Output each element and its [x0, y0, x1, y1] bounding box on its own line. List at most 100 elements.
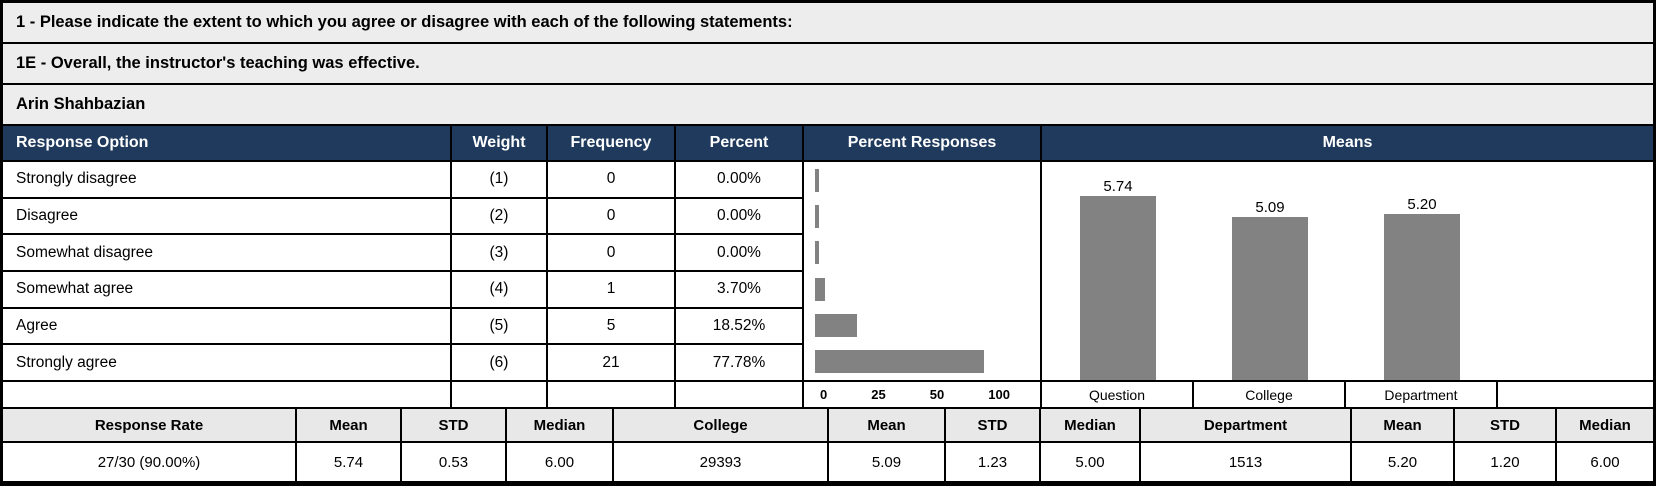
percent-cell: 0.00%: [676, 199, 802, 236]
percent-bar: [815, 350, 984, 374]
means-category-labels: Question College Department: [1042, 382, 1653, 407]
response-option-cell: Agree: [3, 309, 450, 346]
frequency-cell: 0: [548, 162, 674, 199]
column-percent: Percent 0.00% 0.00% 0.00% 3.70% 18.52% 77.78%: [676, 126, 804, 407]
summary-value-cell: 5.74: [297, 443, 402, 481]
means-category-label: Question: [1042, 382, 1194, 407]
percent-cell: 0.00%: [676, 235, 802, 272]
column-weight: Weight (1) (2) (3) (4) (5) (6): [452, 126, 548, 407]
summary-value-cell: 27/30 (90.00%): [3, 443, 297, 481]
summary-header-cell: Response Rate: [3, 407, 297, 443]
means-bar-slot: 5.20: [1346, 196, 1498, 380]
weight-cell: (4): [452, 272, 546, 309]
means-bar: [1080, 196, 1156, 380]
axis-spacer: [452, 382, 546, 407]
frequency-cell: 5: [548, 309, 674, 346]
percent-cell: 18.52%: [676, 309, 802, 346]
percent-bar-slot: [804, 271, 1040, 307]
summary-header-cell: STD: [1455, 407, 1557, 443]
weight-header: Weight: [452, 126, 546, 162]
weight-cell: (5): [452, 309, 546, 346]
summary-value-cell: 5.20: [1352, 443, 1455, 481]
axis-spacer: [3, 382, 450, 407]
percent-responses-header: Percent Responses: [804, 126, 1040, 162]
summary-value-cell: 6.00: [1590, 453, 1620, 471]
response-option-cell: Disagree: [3, 199, 450, 236]
axis-spacer: [676, 382, 802, 407]
frequency-header: Frequency: [548, 126, 674, 162]
percent-axis-tick: 0: [820, 387, 828, 402]
means-value-label: 5.20: [1407, 196, 1437, 213]
response-option-cell: Strongly disagree: [3, 162, 450, 199]
means-value-label: 5.74: [1103, 178, 1133, 195]
percent-cell: 3.70%: [676, 272, 802, 309]
instructor-name: Arin Shahbazian: [3, 85, 1653, 126]
question-title: 1E - Overall, the instructor's teaching …: [3, 44, 1653, 85]
means-bar: [1232, 217, 1308, 380]
percent-bar-slot: [804, 235, 1040, 271]
response-table: Response Option Strongly disagree Disagre…: [3, 126, 1653, 407]
summary-value-cell: 1.23: [946, 443, 1041, 481]
summary-table: Response Rate Mean STD Median College Mean STD…: [3, 407, 1653, 481]
summary-value-cell: 1.20: [1455, 443, 1557, 481]
percent-axis-tick: 25: [871, 387, 886, 402]
weight-cell: (3): [452, 235, 546, 272]
summary-header-cell: Department: [1141, 407, 1352, 443]
weight-cell: (6): [452, 345, 546, 382]
summary-header-cell: College: [614, 407, 829, 443]
means-category-label: College: [1194, 382, 1346, 407]
percent-axis-tick: 100: [988, 387, 1010, 402]
weight-cell: (2): [452, 199, 546, 236]
percent-bar: [815, 241, 819, 265]
summary-header-cell: Mean: [297, 407, 402, 443]
percent-bar: [815, 313, 857, 337]
summary-header-cell: Mean: [829, 407, 946, 443]
summary-header-cell: Median: [1557, 407, 1653, 443]
frequency-cell: 21: [548, 345, 674, 382]
column-frequency: Frequency 0 0 0 1 5 21: [548, 126, 676, 407]
percent-responses-chart: [804, 162, 1040, 382]
summary-value-cell: 0.53: [402, 443, 507, 481]
means-empty-cell: [1498, 382, 1653, 407]
means-bar-slot: 5.74: [1042, 178, 1194, 380]
percent-axis-tick: 50: [929, 387, 945, 402]
column-response-option: Response Option Strongly disagree Disagre…: [3, 126, 452, 407]
summary-value-cell: 5.00: [1041, 443, 1141, 481]
question-group-title: 1 - Please indicate the extent to which …: [3, 3, 1653, 44]
percent-cell: 77.78%: [676, 345, 802, 382]
column-percent-responses: Percent Responses 0 25 50 100: [804, 126, 1042, 407]
percent-cell: 0.00%: [676, 162, 802, 199]
response-option-header: Response Option: [3, 126, 450, 162]
axis-spacer: [548, 382, 674, 407]
percent-bar: [815, 277, 825, 301]
percent-bar-slot: [804, 307, 1040, 343]
frequency-cell: 1: [548, 272, 674, 309]
percent-bar: [815, 204, 819, 228]
summary-header-cell: Mean: [1352, 407, 1455, 443]
means-header: Means: [1042, 126, 1653, 162]
frequency-cell: 0: [548, 235, 674, 272]
percent-bar-slot: [804, 162, 1040, 198]
percent-bar-slot: [804, 198, 1040, 234]
response-option-cell: Somewhat agree: [3, 272, 450, 309]
means-category-label: Department: [1346, 382, 1498, 407]
percent-bar-slot: [804, 344, 1040, 380]
means-bar: [1384, 214, 1460, 380]
summary-value-cell: 1513: [1141, 443, 1352, 481]
percent-axis: 0 25 50 100: [804, 382, 1040, 407]
summary-header-cell: Median: [1041, 407, 1141, 443]
frequency-cell: 0: [548, 199, 674, 236]
weight-cell: (1): [452, 162, 546, 199]
percent-bar: [815, 168, 819, 192]
response-option-cell: Strongly agree: [3, 345, 450, 382]
summary-header-cell: STD: [402, 407, 507, 443]
summary-header-cell: Median: [507, 407, 614, 443]
means-chart: 5.74 5.09 5.20: [1042, 162, 1653, 382]
summary-header-cell: STD: [946, 407, 1041, 443]
means-value-label: 5.09: [1255, 199, 1285, 216]
response-option-cell: Somewhat disagree: [3, 235, 450, 272]
summary-value-cell: 29393: [614, 443, 829, 481]
percent-header: Percent: [676, 126, 802, 162]
summary-value-cell: 5.09: [829, 443, 946, 481]
